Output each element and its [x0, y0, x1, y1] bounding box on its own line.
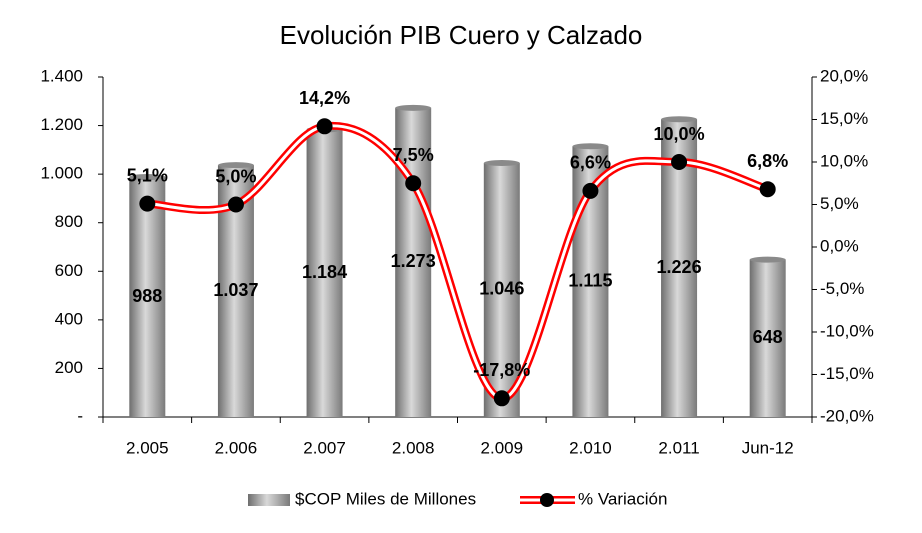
bar-value-label: 1.184 — [302, 262, 347, 282]
line-marker — [139, 195, 156, 212]
y2-tick-label: -20,0% — [820, 406, 874, 425]
line-value-label: 7,5% — [393, 145, 434, 165]
line-marker — [316, 118, 333, 135]
y-tick-label: 200 — [55, 358, 83, 377]
y-tick-label: 600 — [55, 261, 83, 280]
line-value-label: 5,0% — [215, 166, 256, 186]
bar-top — [217, 162, 254, 169]
bar — [306, 129, 343, 417]
x-tick-label: 2.007 — [303, 438, 346, 457]
bar-value-label: 648 — [753, 327, 783, 347]
bar-value-label: 1.046 — [479, 279, 524, 299]
bar-value-label: 1.226 — [657, 257, 702, 277]
line-value-label: -17,8% — [473, 360, 530, 380]
legend-marker — [540, 493, 554, 507]
bar-top — [661, 116, 698, 123]
line-value-label: 14,2% — [299, 88, 350, 108]
bar-top — [572, 143, 609, 150]
legend-label: % Variación — [578, 489, 667, 508]
bar-value-label: 1.273 — [391, 251, 436, 271]
x-tick-label: 2.009 — [481, 438, 524, 457]
y-tick-label: 800 — [55, 212, 83, 231]
x-tick-label: 2.011 — [658, 438, 699, 457]
bar — [129, 177, 166, 417]
bar-top — [395, 104, 432, 111]
x-tick-label: Jun-12 — [742, 438, 794, 457]
y-tick-label: 1.000 — [40, 164, 83, 183]
line-value-label: 6,8% — [747, 151, 788, 171]
y-tick-label: 400 — [55, 309, 83, 328]
line-value-label: 10,0% — [654, 124, 705, 144]
y2-tick-label: 10,0% — [820, 151, 868, 170]
bar-top — [483, 159, 520, 166]
y2-tick-label: -15,0% — [820, 364, 874, 383]
y-tick-label: - — [77, 406, 83, 425]
y-tick-label: 1.400 — [40, 66, 83, 85]
y2-tick-label: -5,0% — [820, 279, 864, 298]
line-marker — [405, 175, 422, 192]
bar-value-label: 1.037 — [213, 280, 258, 300]
line-marker — [493, 390, 510, 407]
line-marker — [671, 154, 688, 170]
y2-tick-label: -10,0% — [820, 321, 874, 340]
chart-title: Evolución PIB Cuero y Calzado — [280, 20, 643, 50]
y2-tick-label: 15,0% — [820, 109, 868, 128]
y-tick-label: 1.200 — [40, 115, 83, 134]
x-tick-label: 2.010 — [569, 438, 612, 457]
bar-value-label: 1.115 — [568, 270, 612, 290]
line-marker — [759, 181, 776, 198]
bar — [749, 259, 786, 417]
y2-tick-label: 0,0% — [820, 236, 859, 255]
y2-tick-label: 20,0% — [820, 66, 868, 85]
line-marker — [227, 196, 244, 213]
bar — [395, 107, 432, 417]
x-tick-label: 2.008 — [392, 438, 435, 457]
legend-bar-icon — [248, 494, 290, 506]
line-inner — [147, 124, 769, 400]
line-marker — [582, 182, 599, 199]
bar-top — [749, 256, 786, 263]
y2-tick-label: 5,0% — [820, 194, 859, 213]
x-tick-label: 2.005 — [126, 438, 169, 457]
x-tick-label: 2.006 — [215, 438, 258, 457]
bar-top — [129, 174, 166, 181]
bar — [483, 162, 520, 417]
line-value-label: 5,1% — [127, 165, 168, 185]
line-value-label: 6,6% — [570, 153, 611, 173]
bar-value-label: 988 — [132, 286, 162, 306]
legend-label: $COP Miles de Millones — [295, 489, 476, 508]
